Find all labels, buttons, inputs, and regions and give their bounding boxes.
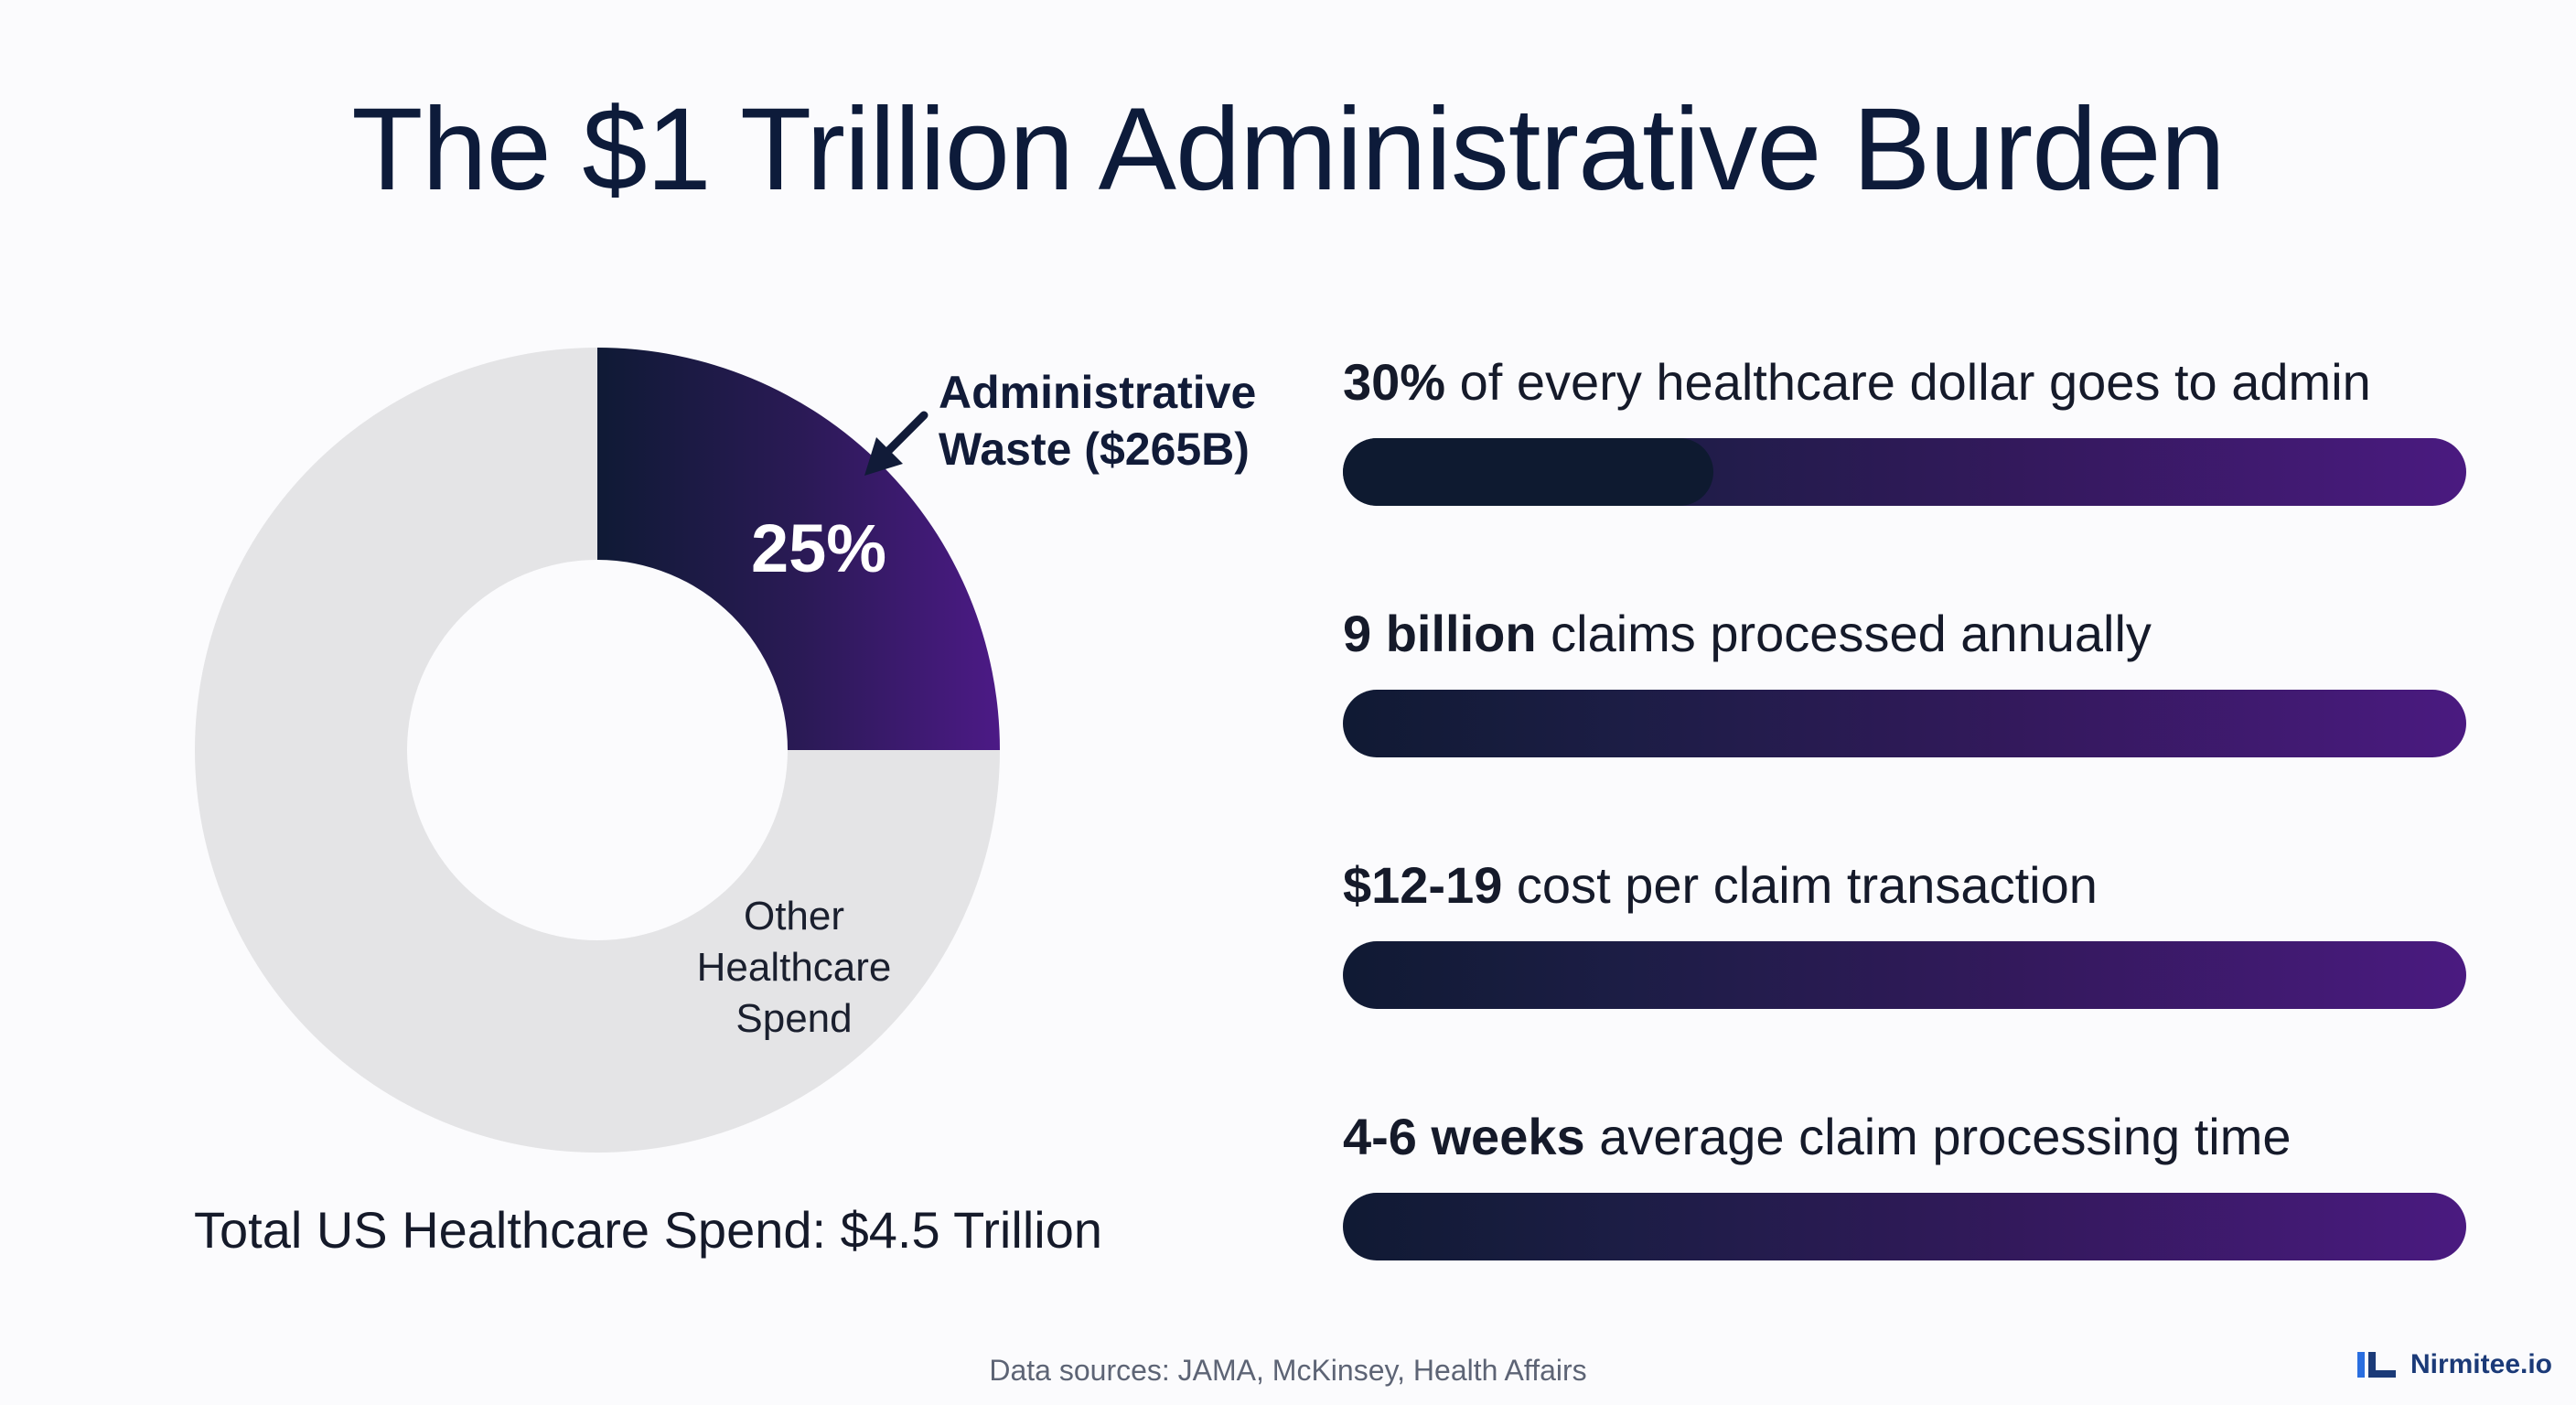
stat-highlight: 9 billion [1343, 605, 1537, 662]
page-title: The $1 Trillion Administrative Burden [351, 84, 2226, 215]
stat-item: 4-6 weeks average claim processing time [1343, 1105, 2468, 1260]
stat-text: 30% of every healthcare dollar goes to a… [1343, 350, 2468, 414]
other-spend-label-line: Healthcare [697, 945, 892, 990]
stat-bar [1343, 690, 2466, 757]
stat-description: of every healthcare dollar goes to admin [1445, 353, 2371, 411]
stat-text: 4-6 weeks average claim processing time [1343, 1105, 2468, 1169]
other-spend-label: Other Healthcare Spend [697, 894, 892, 1041]
stat-bar [1343, 941, 2466, 1009]
stat-text: 9 billion claims processed annually [1343, 602, 2468, 666]
stat-bar [1343, 438, 2466, 506]
other-spend-label-line: Spend [735, 996, 852, 1041]
admin-waste-annotation: Administrative Waste ($265B) [939, 364, 1268, 477]
stat-item: $12-19 cost per claim transaction [1343, 853, 2468, 1009]
stat-highlight: 30% [1343, 353, 1446, 411]
stat-text: $12-19 cost per claim transaction [1343, 853, 2468, 917]
stat-highlight: 4-6 weeks [1343, 1108, 1585, 1165]
admin-waste-slice [597, 348, 1000, 750]
stat-description: cost per claim transaction [1502, 856, 2098, 914]
stat-bar-fill [1343, 438, 1714, 506]
brand-name: Nirmitee.io [2410, 1349, 2552, 1379]
brand-logo[interactable]: Nirmitee.io [2356, 1348, 2552, 1381]
arrow-icon [864, 411, 928, 476]
stat-description: average claim processing time [1584, 1108, 2292, 1165]
stat-item: 9 billion claims processed annually [1343, 602, 2468, 757]
annotation-line-2: Waste ($265B) [939, 424, 1250, 475]
admin-percent-label: 25% [751, 510, 886, 586]
other-spend-slice [195, 348, 1000, 1153]
stat-bar [1343, 1193, 2466, 1260]
stat-item: 30% of every healthcare dollar goes to a… [1343, 350, 2468, 506]
nirmitee-logo-icon [2356, 1352, 2396, 1378]
other-spend-label-line: Other [744, 894, 844, 938]
stat-description: claims processed annually [1536, 605, 2152, 662]
stat-highlight: $12-19 [1343, 856, 1503, 914]
donut-chart: 25% Other Healthcare Spend [195, 348, 1000, 1153]
total-spend-label: Total US Healthcare Spend: $4.5 Trillion [194, 1201, 1102, 1259]
annotation-line-1: Administrative [939, 367, 1257, 418]
data-source-footnote: Data sources: JAMA, McKinsey, Health Aff… [989, 1354, 1587, 1387]
